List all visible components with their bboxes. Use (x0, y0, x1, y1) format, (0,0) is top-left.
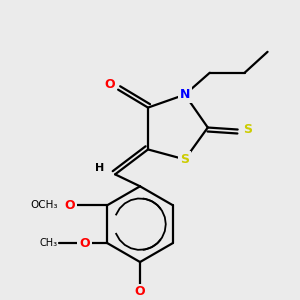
Text: H: H (94, 164, 104, 173)
Text: O: O (105, 78, 116, 91)
Text: OCH₃: OCH₃ (30, 200, 57, 210)
Text: S: S (180, 153, 189, 166)
Text: CH₃: CH₃ (39, 238, 57, 248)
Text: methoxy: methoxy (46, 204, 52, 205)
Text: S: S (243, 123, 252, 136)
Text: O: O (135, 285, 145, 298)
Text: O: O (64, 199, 75, 212)
Text: N: N (180, 88, 190, 101)
Text: O: O (79, 237, 90, 250)
